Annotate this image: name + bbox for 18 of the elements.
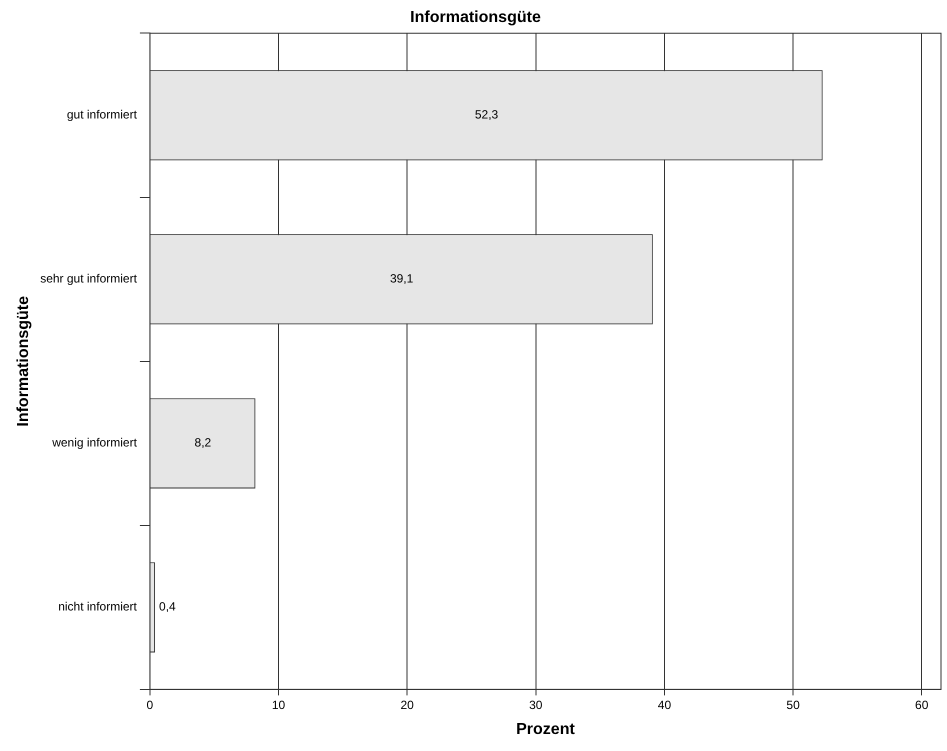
data-label: 39,1 <box>390 272 414 286</box>
x-tick-label: 50 <box>786 698 800 712</box>
x-tick-label: 10 <box>272 698 286 712</box>
x-tick-label: 20 <box>400 698 414 712</box>
y-tick-label: gut informiert <box>66 108 138 122</box>
y-tick-label: nicht informiert <box>58 600 138 614</box>
x-tick-label: 0 <box>146 698 154 712</box>
chart-title: Informationsgüte <box>410 9 541 26</box>
x-tick-label: 30 <box>529 698 543 712</box>
data-label: 0,4 <box>159 600 176 614</box>
y-axis-title: Informationsgüte <box>15 296 32 427</box>
x-axis-title: Prozent <box>516 720 576 738</box>
y-tick-label: sehr gut informiert <box>40 272 138 286</box>
data-label: 8,2 <box>194 436 212 450</box>
y-tick-label: wenig informiert <box>51 436 138 450</box>
x-tick-label: 40 <box>658 698 672 712</box>
x-tick-label: 60 <box>915 698 929 712</box>
data-label: 52,3 <box>474 108 499 122</box>
